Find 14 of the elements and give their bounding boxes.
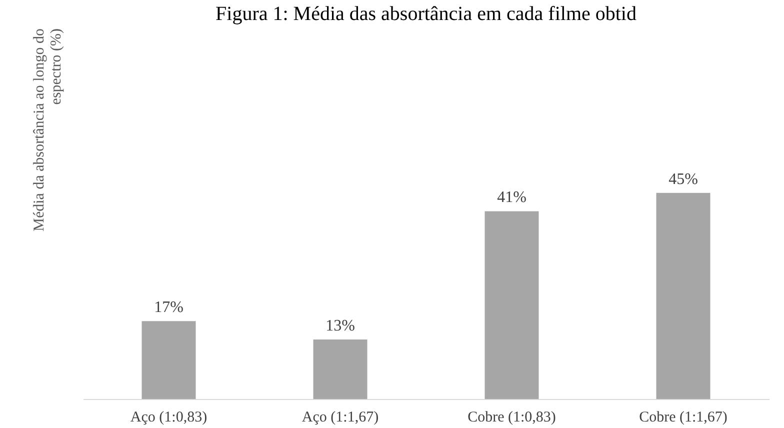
bar <box>142 321 196 399</box>
data-label: 17% <box>154 299 184 316</box>
data-label: 45% <box>668 170 698 188</box>
x-tick-label: Cobre (1:1,67) <box>639 410 728 426</box>
chart-title: Figura 1: Média das absortância em cada filme obtid <box>216 3 636 25</box>
bar <box>656 192 710 399</box>
bar <box>313 339 368 399</box>
data-label: 13% <box>326 317 355 334</box>
data-label: 41% <box>497 189 526 206</box>
x-tick-label: Aço (1:1,67) <box>302 410 379 426</box>
y-axis-title: Média da absortância ao longo do espectro (%) <box>32 28 64 232</box>
x-tick-label: Aço (1:0,83) <box>130 410 208 426</box>
bar <box>484 211 539 399</box>
x-tick-label: Cobre (1:0,83) <box>468 410 556 426</box>
